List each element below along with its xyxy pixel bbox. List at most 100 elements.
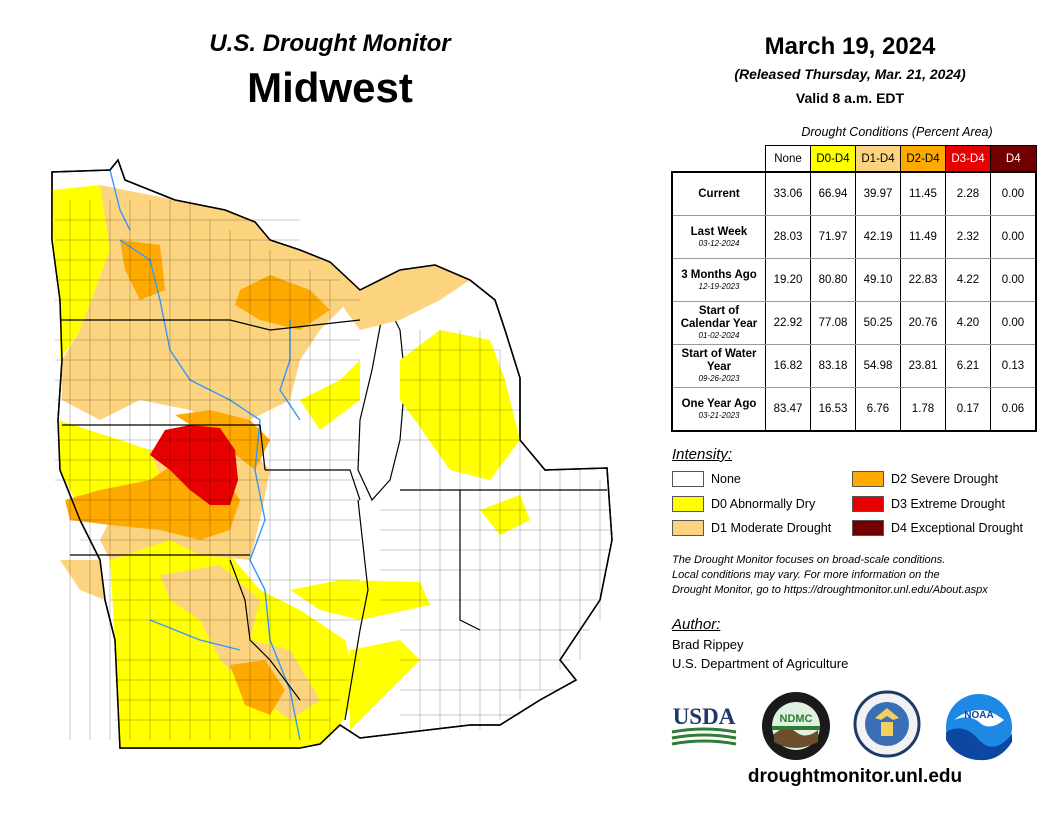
table-cell: 54.98 — [855, 344, 901, 388]
table-cell: 16.82 — [765, 344, 811, 388]
table-row: Last Week 03-12-2024 28.03 71.97 42.19 11… — [671, 215, 1037, 259]
commerce-seal-logo — [853, 690, 921, 758]
author-org: U.S. Department of Agriculture — [672, 656, 849, 671]
table-cell: 4.20 — [945, 301, 991, 345]
table-cell: 80.80 — [810, 258, 856, 302]
drought-map — [51, 158, 613, 749]
table-cell: 22.83 — [900, 258, 946, 302]
legend-item-none: None — [672, 471, 741, 487]
table-cell: 50.25 — [855, 301, 901, 345]
table-cell: 0.00 — [990, 171, 1037, 216]
county-grid — [55, 200, 610, 740]
legend-label: D0 Abnormally Dry — [711, 497, 816, 511]
table-cell: 11.49 — [900, 215, 946, 259]
note-line: Drought Monitor, go to https://droughtmo… — [672, 584, 988, 596]
table-cell: 20.76 — [900, 301, 946, 345]
ndmc-logo: NDMC — [762, 692, 830, 760]
table-cell: 0.00 — [990, 301, 1037, 345]
col-header: D0-D4 — [810, 145, 856, 173]
row-date: 03-21-2023 — [698, 410, 740, 420]
legend-label: D4 Exceptional Drought — [891, 521, 1024, 535]
legend-title: Intensity: — [672, 446, 733, 463]
noaa-logo-text: NOAA — [964, 710, 993, 721]
website-url[interactable]: droughtmonitor.unl.edu — [747, 766, 963, 787]
table-cell: 11.45 — [900, 171, 946, 216]
table-cell: 0.00 — [990, 215, 1037, 259]
row-date: 09-26-2023 — [698, 374, 740, 383]
legend-label: None — [711, 472, 741, 486]
legend-swatch — [672, 471, 704, 487]
legend-swatch — [852, 471, 884, 487]
legend-item-d1: D1 Moderate Drought — [672, 520, 831, 536]
valid-time: Valid 8 a.m. EDT — [795, 90, 905, 106]
table-row: 3 Months Ago 12-19-2023 19.20 80.80 49.10… — [671, 258, 1037, 302]
usda-logo-text: USDA — [673, 704, 736, 729]
table-row: One Year Ago 03-21-2023 83.47 16.53 6.76 … — [671, 387, 1037, 432]
legend-swatch — [852, 496, 884, 512]
row-label: 3 Months Ago 12-19-2023 — [671, 258, 766, 302]
disclaimer-note: The Drought Monitor focuses on broad-sca… — [672, 553, 1042, 598]
table-cell: 49.10 — [855, 258, 901, 302]
table-cell: 0.17 — [945, 387, 991, 432]
table-cell: 0.13 — [990, 344, 1037, 388]
legend-item-d3: D3 Extreme Drought — [852, 496, 1005, 512]
table-cell: 42.19 — [855, 215, 901, 259]
table-cell: 0.00 — [990, 258, 1037, 302]
table-cell: 39.97 — [855, 171, 901, 216]
map-title: U.S. Drought Monitor — [209, 30, 451, 57]
region-outline — [51, 158, 613, 749]
note-line: The Drought Monitor focuses on broad-sca… — [672, 554, 946, 566]
table-row: Start of Calendar Year 01-02-2024 22.92 7… — [671, 301, 1037, 345]
ndmc-logo-text: NDMC — [780, 713, 813, 725]
row-label: Start of Calendar Year 01-02-2024 — [671, 301, 766, 345]
col-header: D3-D4 — [945, 145, 991, 173]
table-cell: 83.47 — [765, 387, 811, 432]
note-line: Local conditions may vary. For more info… — [672, 569, 940, 581]
table-cell: 23.81 — [900, 344, 946, 388]
legend-swatch — [672, 496, 704, 512]
author-name: Brad Rippey — [672, 637, 744, 652]
table-cell: 83.18 — [810, 344, 856, 388]
table-cell: 2.32 — [945, 215, 991, 259]
table-cell: 66.94 — [810, 171, 856, 216]
conditions-caption: Drought Conditions (Percent Area) — [801, 125, 993, 139]
row-label: Current — [671, 171, 766, 216]
legend-item-d2: D2 Severe Drought — [852, 471, 998, 487]
lake-michigan — [357, 298, 406, 502]
row-date: 01-02-2024 — [698, 331, 740, 340]
table-cell: 33.06 — [765, 171, 811, 216]
table-cell: 16.53 — [810, 387, 856, 432]
d3-area — [150, 425, 238, 505]
legend-swatch — [672, 520, 704, 536]
row-date: 12-19-2023 — [698, 281, 740, 291]
legend-label: D2 Severe Drought — [891, 472, 999, 486]
legend-label: D1 Moderate Drought — [711, 521, 832, 535]
table-cell: 28.03 — [765, 215, 811, 259]
table-row: Current 33.06 66.94 39.97 11.45 2.28 0.0… — [671, 171, 1037, 216]
legend-item-d0: D0 Abnormally Dry — [672, 496, 815, 512]
legend-item-d4: D4 Exceptional Drought — [852, 520, 1023, 536]
col-header: D1-D4 — [855, 145, 901, 173]
drought-stats-table: None D0-D4 D1-D4 D2-D4 D3-D4 D4 Current … — [671, 145, 1037, 432]
map-date: March 19, 2024 — [764, 33, 936, 60]
table-cell: 77.08 — [810, 301, 856, 345]
col-header: None — [765, 145, 811, 173]
row-label: Last Week 03-12-2024 — [671, 215, 766, 259]
author-title: Author: — [672, 616, 721, 633]
table-cell: 4.22 — [945, 258, 991, 302]
table-cell: 22.92 — [765, 301, 811, 345]
col-header: D2-D4 — [900, 145, 946, 173]
legend-swatch — [852, 520, 884, 536]
table-cell: 1.78 — [900, 387, 946, 432]
row-date: 03-12-2024 — [698, 238, 740, 248]
table-cell: 6.76 — [855, 387, 901, 432]
row-label: Start of Water Year 09-26-2023 — [671, 344, 766, 388]
table-row: Start of Water Year 09-26-2023 16.82 83.1… — [671, 344, 1037, 388]
table-cell: 0.06 — [990, 387, 1037, 432]
noaa-logo: NOAA — [946, 694, 1012, 761]
legend-label: D3 Extreme Drought — [891, 497, 1005, 511]
usda-logo: USDA — [671, 704, 737, 746]
table-cell: 19.20 — [765, 258, 811, 302]
table-corner — [672, 146, 766, 173]
table-cell: 6.21 — [945, 344, 991, 388]
